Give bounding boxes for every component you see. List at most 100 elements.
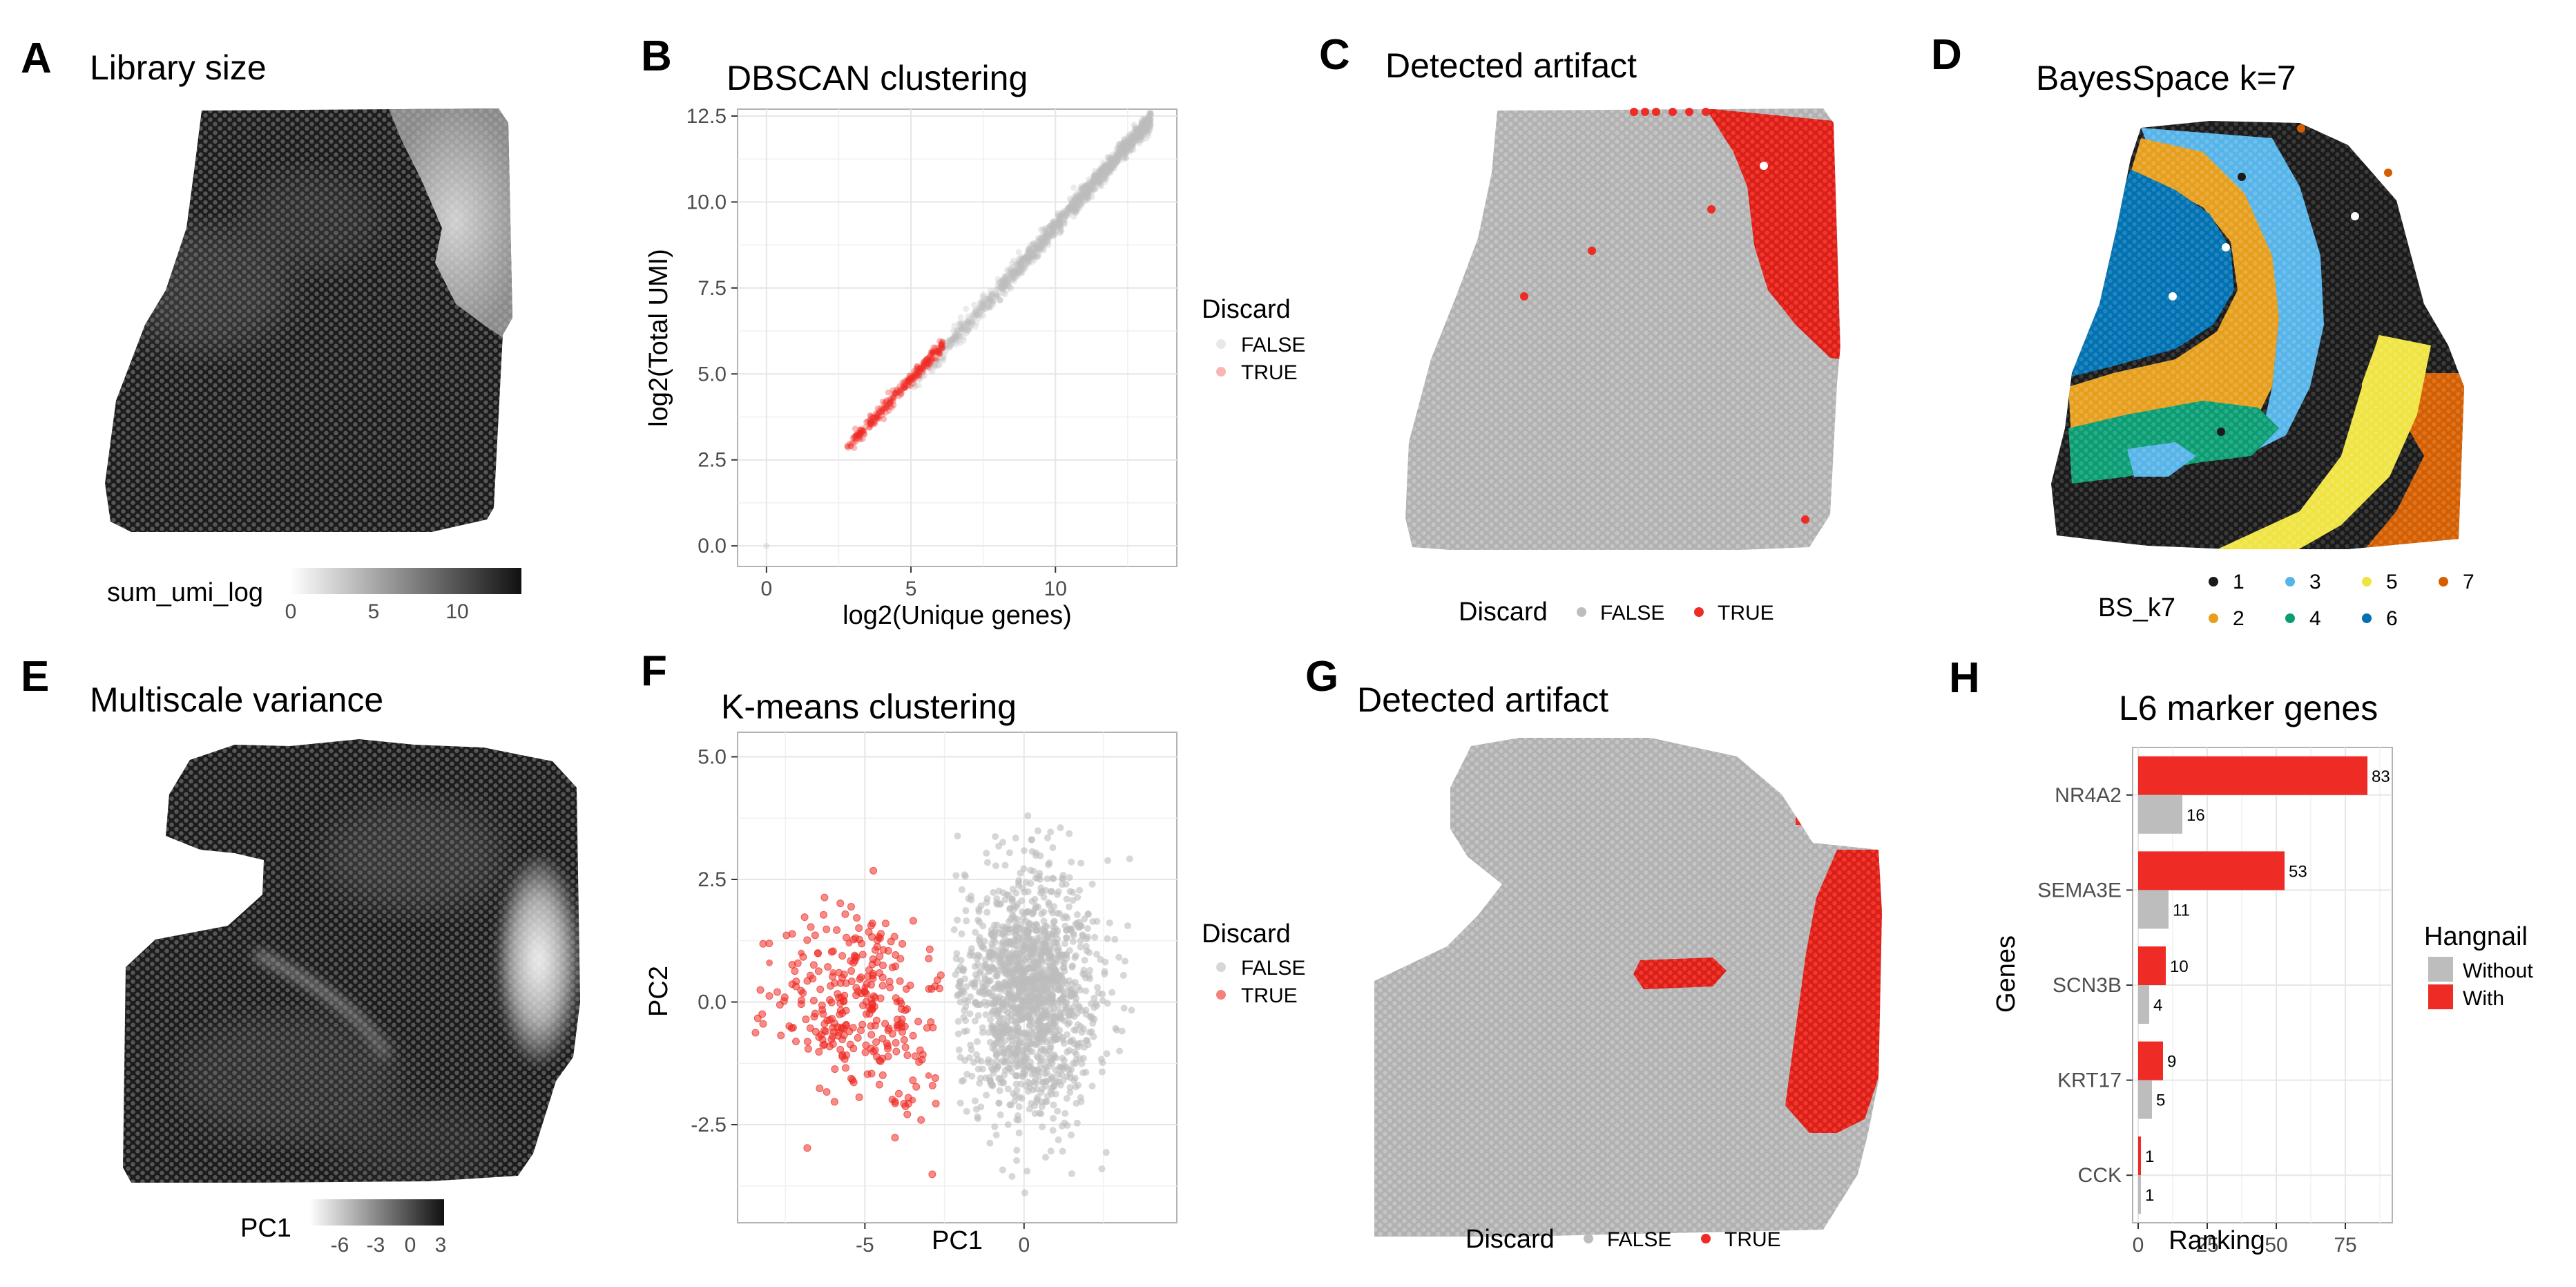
point-false (1124, 142, 1131, 149)
point-true (756, 986, 765, 994)
point-false (1082, 190, 1088, 197)
point-false (1102, 164, 1109, 171)
point-true (836, 1045, 845, 1054)
point-false (958, 886, 965, 893)
point-false (1072, 202, 1079, 209)
point-false (941, 345, 948, 352)
point-false (1049, 875, 1057, 882)
point-false (1012, 889, 1020, 897)
point-false (999, 277, 1006, 284)
point-false (1115, 953, 1123, 961)
panel-letter-h: H (1949, 654, 1980, 702)
point-false (1002, 1001, 1010, 1009)
point-false (994, 276, 1001, 283)
point-false (1082, 194, 1089, 201)
point-false (963, 320, 970, 327)
bar-value-label: 11 (2173, 901, 2190, 919)
point-true (938, 343, 945, 350)
point-true (829, 1040, 837, 1048)
point-true (849, 435, 856, 441)
point-false (1019, 264, 1026, 271)
point-false (1001, 965, 1009, 973)
point-false (1004, 937, 1012, 945)
point-false (1035, 253, 1042, 260)
point-true (803, 936, 811, 944)
point-false (938, 341, 945, 347)
point-false (1020, 974, 1028, 981)
point-false (1084, 182, 1091, 189)
point-false (1045, 229, 1052, 236)
point-false (988, 303, 994, 310)
point-true (936, 350, 943, 356)
point-false (1021, 1029, 1028, 1037)
point-false (1089, 177, 1096, 184)
point-false (1142, 126, 1149, 133)
point-true (920, 368, 927, 375)
point-false (1137, 128, 1144, 135)
point-false (1077, 194, 1084, 201)
point-false (1108, 165, 1115, 172)
point-false (1070, 202, 1077, 209)
point-true (896, 977, 904, 985)
point-false (1016, 270, 1023, 277)
point-false (1122, 144, 1129, 151)
point-false (1077, 190, 1084, 197)
point-false (1001, 291, 1008, 298)
point-false (1111, 162, 1117, 169)
point-false (1114, 152, 1121, 159)
point-false (990, 297, 997, 304)
point-false (1011, 1049, 1019, 1057)
point-true (931, 355, 938, 362)
point-true (809, 996, 818, 1004)
point-false (954, 916, 961, 924)
point-false (1040, 233, 1047, 240)
point-false (1142, 121, 1148, 128)
point-false (1014, 262, 1021, 269)
point-false (1147, 122, 1154, 128)
point-false (1014, 270, 1021, 277)
point-false (942, 343, 949, 350)
bs-cluster-key (2439, 577, 2448, 587)
point-false (1147, 120, 1154, 127)
point-false (1030, 967, 1037, 975)
point-false (1026, 251, 1033, 258)
point-false (1032, 247, 1039, 254)
point-true (891, 1134, 899, 1142)
point-true (823, 925, 831, 933)
point-false (1107, 167, 1114, 174)
bar-without (2138, 985, 2149, 1024)
point-false (1146, 110, 1153, 117)
gene-label: SCN3B (2053, 974, 2122, 997)
bar-value-label: 53 (2289, 862, 2307, 881)
point-false (1087, 186, 1094, 193)
point-false (1122, 143, 1129, 150)
point-false (1130, 136, 1137, 143)
point-false (1132, 123, 1139, 130)
point-true (907, 375, 914, 382)
point-false (1141, 115, 1148, 122)
point-false (1010, 268, 1017, 275)
point-false (1062, 913, 1070, 920)
point-false (1015, 260, 1021, 267)
point-true (867, 412, 874, 419)
point-false (1034, 254, 1041, 260)
point-true (939, 341, 945, 348)
point-false (1130, 132, 1137, 139)
point-false (1057, 221, 1064, 228)
point-false (951, 334, 958, 341)
point-false (1052, 224, 1059, 231)
point-false (1086, 181, 1093, 188)
point-false (973, 310, 980, 317)
point-false (960, 320, 967, 327)
point-true (874, 405, 881, 412)
point-false (1006, 271, 1013, 278)
point-false (1097, 169, 1104, 176)
point-false (1022, 967, 1030, 975)
point-false (1039, 234, 1046, 241)
point-true (893, 1022, 901, 1030)
point-false (1137, 133, 1144, 140)
point-true (861, 984, 869, 991)
y-tick-label: -2.5 (691, 1114, 727, 1136)
point-false (1061, 1003, 1069, 1011)
point-false (1012, 267, 1019, 274)
